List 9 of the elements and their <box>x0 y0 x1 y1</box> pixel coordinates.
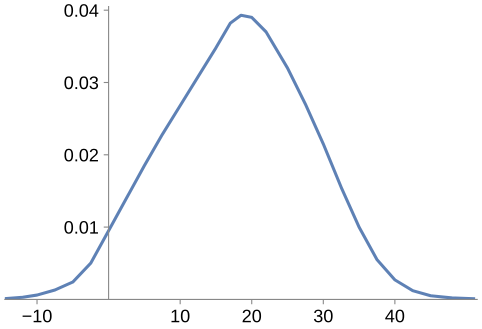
x-tick-label: 30 <box>314 310 333 322</box>
y-tick-label: 0.04 <box>64 4 98 17</box>
x-tick-label: 40 <box>385 310 404 322</box>
x-tick-label: 10 <box>172 310 190 322</box>
x-tick-label: −10 <box>22 310 52 322</box>
y-tick-label: 0.01 <box>64 221 98 234</box>
x-tick-label: 20 <box>242 310 262 322</box>
y-tick-label: 0.02 <box>64 148 98 162</box>
y-tick-label: 0.03 <box>64 76 98 90</box>
